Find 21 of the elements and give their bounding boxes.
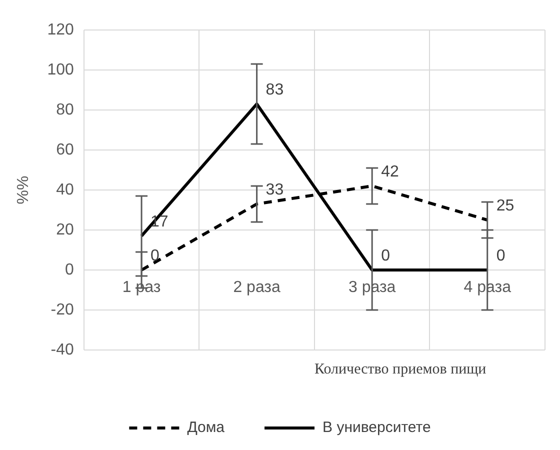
data-label: 0 xyxy=(150,247,160,264)
data-label: 25 xyxy=(496,197,514,214)
y-tick-label: 80 xyxy=(56,101,74,118)
y-tick-label: 60 xyxy=(56,141,74,158)
x-tick-label: 2 раза xyxy=(233,279,281,296)
y-tick-label: -40 xyxy=(50,341,74,358)
y-tick-label: 120 xyxy=(47,21,74,38)
data-label: 83 xyxy=(266,81,284,98)
data-label: 0 xyxy=(496,247,506,264)
data-label: 42 xyxy=(381,163,399,180)
legend-label: В университете xyxy=(322,419,431,436)
x-axis-title: Количество приемов пищи xyxy=(314,361,486,378)
data-label: 33 xyxy=(266,181,284,198)
y-tick-label: 40 xyxy=(56,181,74,198)
y-tick-label: 100 xyxy=(47,61,74,78)
y-tick-label: -20 xyxy=(50,301,74,318)
y-axis-title: %% xyxy=(15,176,32,204)
legend-label: Дома xyxy=(187,419,226,436)
y-tick-label: 0 xyxy=(64,261,74,278)
y-tick-label: 20 xyxy=(56,221,74,238)
data-label: 0 xyxy=(381,247,390,264)
